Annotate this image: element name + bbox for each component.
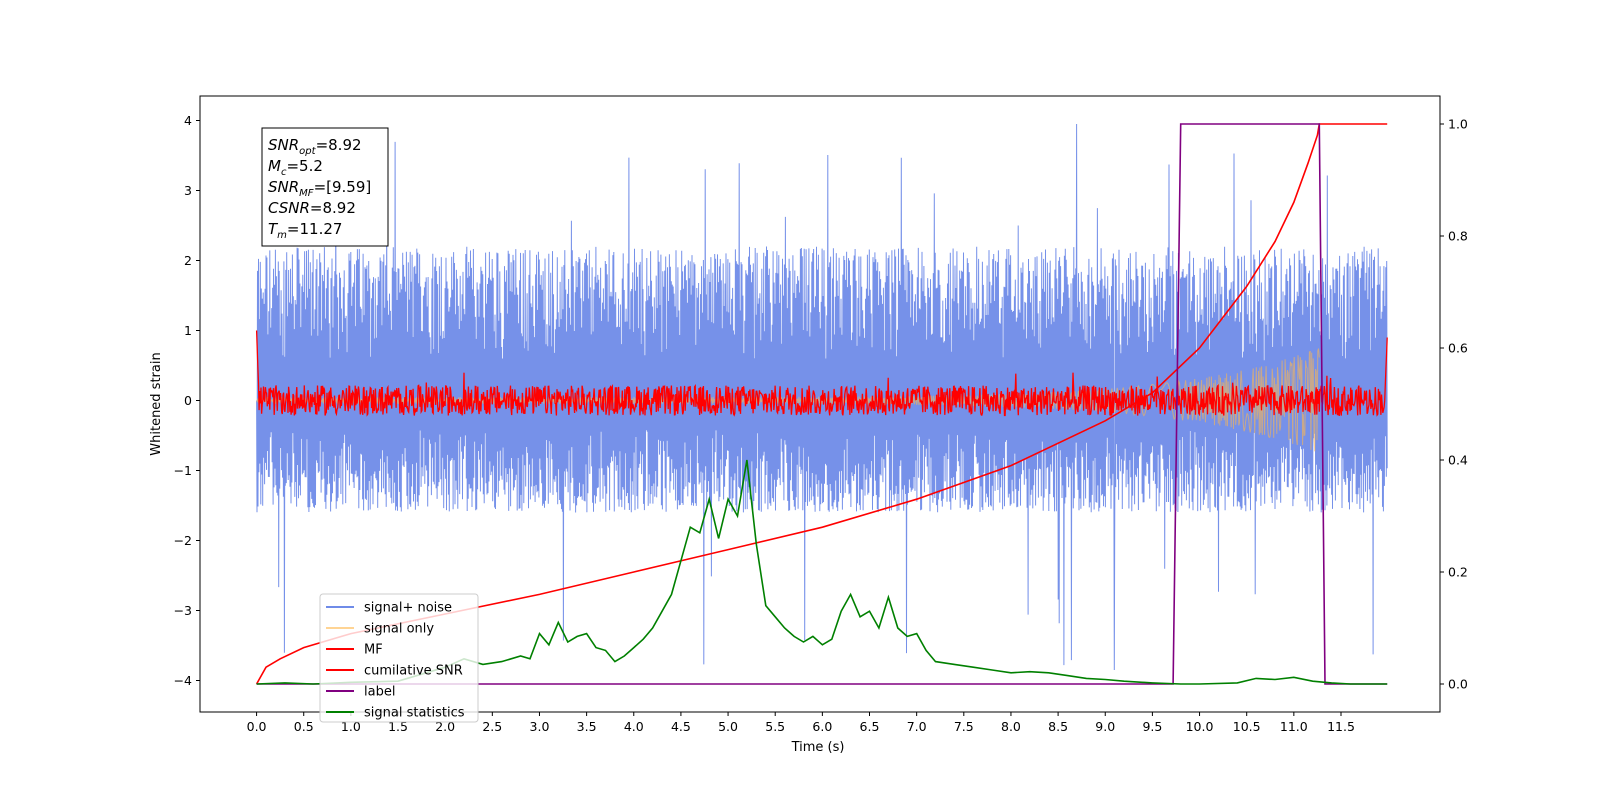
- x-tick-label: 4.5: [671, 719, 691, 734]
- legend-label: signal+ noise: [364, 601, 452, 616]
- x-tick-label: 4.0: [624, 719, 644, 734]
- legend-frame: [319, 593, 479, 723]
- series-signal-statistics-line: [256, 459, 1388, 685]
- x-tick-label: 11.5: [1327, 719, 1355, 734]
- annotation-line: Mc=5.2: [268, 157, 323, 178]
- x-tick-label: 11.0: [1280, 719, 1308, 734]
- x-tick-label: 2.0: [435, 719, 455, 734]
- x-tick-label: 10.0: [1186, 719, 1214, 734]
- annotation-line: CSNR=8.92: [268, 199, 356, 217]
- annotation-line: SNRMF=[9.59]: [268, 178, 371, 199]
- y-axis-label: Whitened strain: [149, 352, 164, 455]
- x-axis-label: Time (s): [791, 740, 845, 755]
- y2-tick-label: 0.8: [1448, 229, 1468, 244]
- legend-label: MF: [364, 643, 383, 658]
- y-tick-label: 2: [184, 253, 192, 268]
- y-tick-label: −3: [174, 603, 192, 618]
- y-tick-label: 4: [184, 113, 192, 128]
- x-tick-label: 8.5: [1048, 719, 1068, 734]
- x-tick-label: 1.5: [388, 719, 408, 734]
- x-tick-label: 9.0: [1095, 719, 1115, 734]
- annotation-line: Tm=11.27: [268, 220, 342, 241]
- y2-tick-label: 1.0: [1448, 117, 1468, 132]
- x-tick-label: 5.0: [718, 719, 738, 734]
- y2-tick-label: 0.0: [1448, 677, 1468, 692]
- y-tick-label: 1: [184, 323, 192, 338]
- x-tick-label: 1.0: [341, 719, 361, 734]
- y2-tick-label: 0.6: [1448, 341, 1468, 356]
- legend-label: signal only: [364, 622, 434, 637]
- x-tick-label: 7.5: [954, 719, 974, 734]
- y-tick-label: 0: [184, 393, 192, 408]
- legend-label: signal statistics: [364, 706, 465, 721]
- axes-layer: 0.0 0.5 1.0 1.5 2.0 2.5 3.0 3.5 4.0 4.5 5.0 5.5 6.0 6…: [174, 113, 1468, 734]
- x-tick-label: 3.0: [530, 719, 550, 734]
- x-tick-label: 9.5: [1142, 719, 1162, 734]
- y-tick-label: −2: [174, 533, 192, 548]
- x-tick-label: 6.0: [812, 719, 832, 734]
- x-tick-label: 5.5: [765, 719, 785, 734]
- series-mf-line: [255, 330, 1388, 417]
- x-tick-label: 3.5: [577, 719, 597, 734]
- legend: signal+ noise signal only MF cumilative SNR…: [319, 593, 479, 723]
- y-tick-label: −1: [174, 463, 192, 478]
- y-tick-label: 3: [184, 183, 192, 198]
- x-tick-label: 2.5: [482, 719, 502, 734]
- x-tick-label: 7.0: [907, 719, 927, 734]
- x-tick-label: 0.5: [294, 719, 314, 734]
- annotation-line: SNRopt=8.92: [268, 136, 362, 157]
- x-tick-label: 8.0: [1001, 719, 1021, 734]
- legend-label: cumilative SNR: [364, 664, 463, 679]
- x-tick-label: 0.0: [247, 719, 267, 734]
- y-tick-label: −4: [174, 673, 192, 688]
- annotation-frame: [261, 127, 389, 247]
- series-label-line: [256, 123, 1388, 685]
- x-tick-label: 6.5: [860, 719, 880, 734]
- series-signal-noise-line: [256, 123, 1388, 671]
- y2-tick-label: 0.2: [1448, 565, 1468, 580]
- y2-tick-label: 0.4: [1448, 453, 1468, 468]
- plot-frame: [199, 95, 1441, 713]
- x-tick-label: 10.5: [1233, 719, 1261, 734]
- legend-label: label: [364, 685, 395, 700]
